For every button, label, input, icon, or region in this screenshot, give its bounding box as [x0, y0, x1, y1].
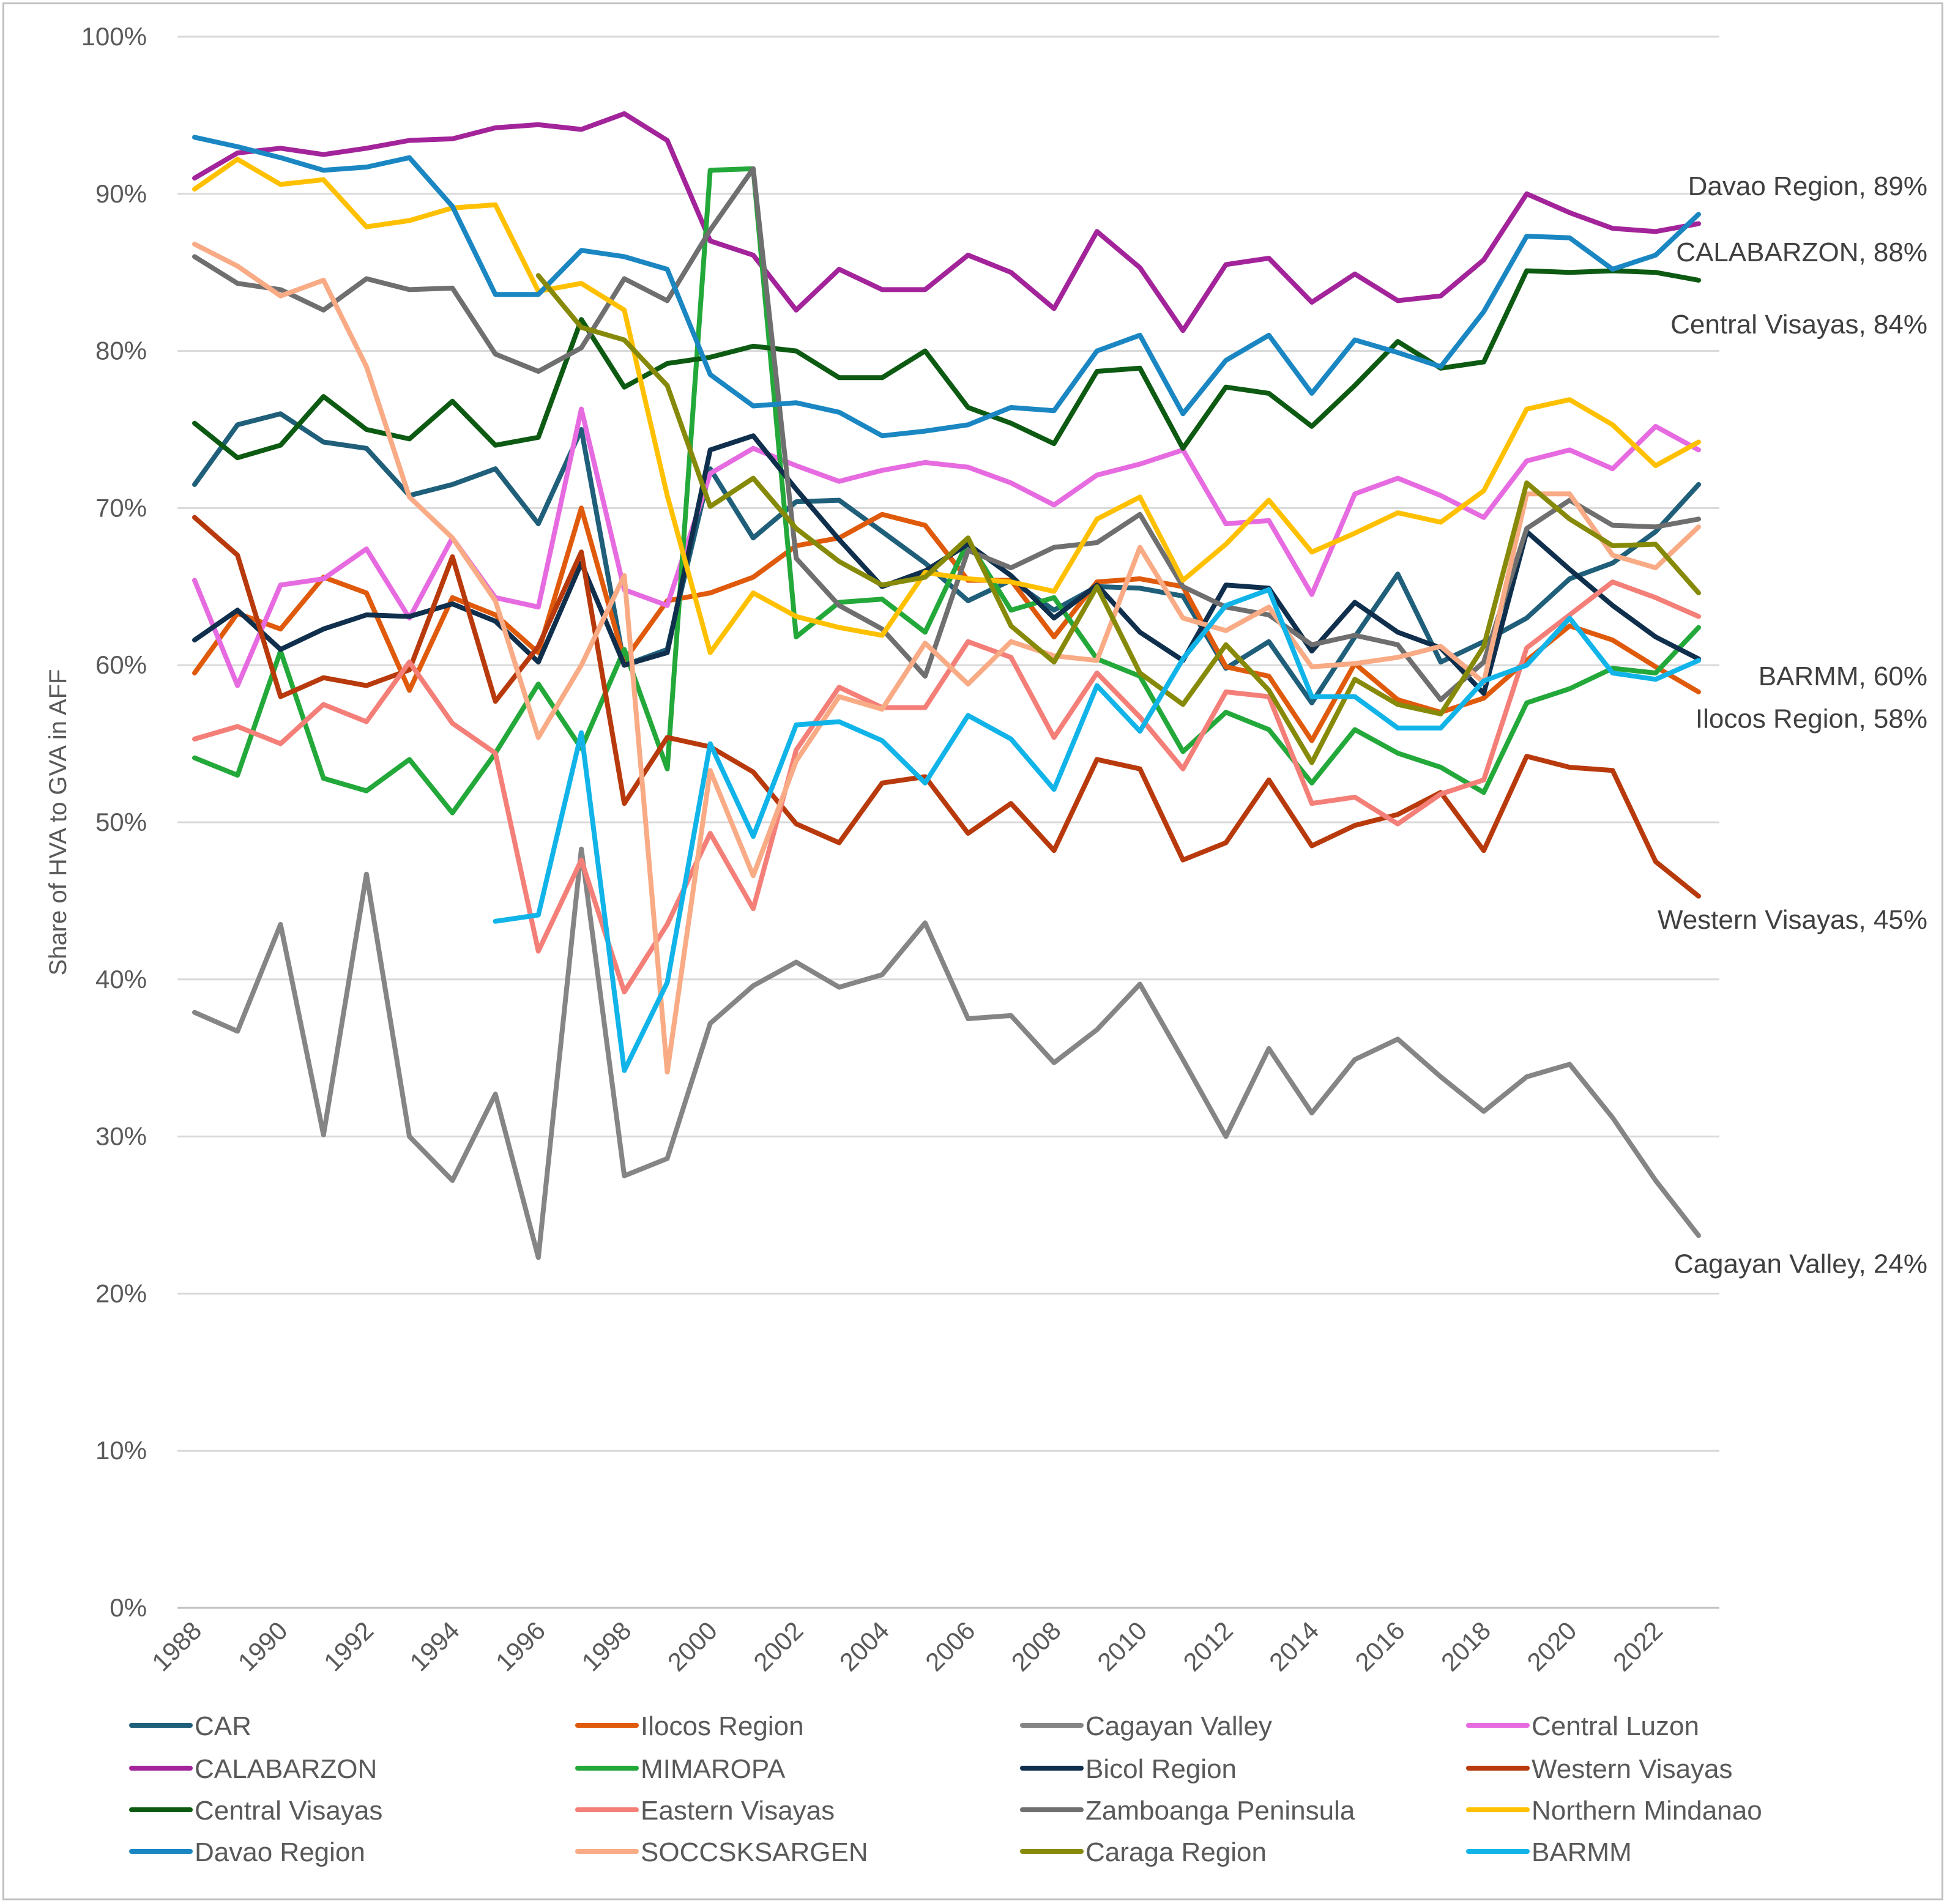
y-tick-label: 80% — [95, 337, 147, 365]
legend-item: Western Visayas — [1466, 1754, 1733, 1784]
legend-label: CAR — [195, 1711, 251, 1741]
legend-item: Ilocos Region — [575, 1711, 804, 1741]
x-tick-label: 2018 — [1435, 1616, 1496, 1676]
series-line-central-luzon — [192, 406, 1701, 688]
legend-item: SOCCSKSARGEN — [575, 1837, 868, 1867]
y-tick-label: 90% — [95, 179, 147, 208]
legend-label: Northern Mindanao — [1532, 1796, 1762, 1826]
legend-item: BARMM — [1466, 1837, 1632, 1867]
legend: CAR Ilocos Region Cagayan Valley Central Lu… — [129, 1711, 1762, 1867]
series-line-eastern-visayas — [192, 579, 1701, 995]
legend-item: CAR — [129, 1711, 251, 1741]
x-tick-label: 1994 — [404, 1616, 464, 1676]
legend-item: Northern Mindanao — [1466, 1796, 1762, 1826]
legend-label: Caraga Region — [1085, 1837, 1267, 1867]
legend-item: Zamboanga Peninsula — [1020, 1796, 1355, 1826]
x-tick-label: 1992 — [318, 1616, 379, 1676]
legend-item: Bicol Region — [1020, 1754, 1237, 1784]
y-tick-label: 100% — [81, 22, 147, 51]
end-label: Cagayan Valley, 24% — [1674, 1249, 1927, 1279]
legend-item: Cagayan Valley — [1020, 1711, 1272, 1741]
legend-label: Cagayan Valley — [1085, 1711, 1272, 1741]
legend-label: Central Luzon — [1532, 1711, 1699, 1741]
series-line-davao-region — [192, 135, 1701, 439]
legend-label: BARMM — [1532, 1837, 1632, 1867]
x-tick-label: 2010 — [1092, 1616, 1152, 1676]
x-tick-label: 1996 — [490, 1616, 551, 1676]
series-line-mimaropa — [192, 166, 1701, 816]
legend-item: CALABARZON — [129, 1754, 377, 1784]
y-tick-label: 20% — [95, 1279, 147, 1307]
legend-label: Davao Region — [195, 1837, 365, 1867]
legend-label: Ilocos Region — [641, 1711, 804, 1741]
series-line-barmm — [493, 587, 1701, 1073]
legend-item: Caraga Region — [1020, 1837, 1267, 1867]
x-tick-label: 2016 — [1349, 1616, 1410, 1676]
legend-label: Zamboanga Peninsula — [1085, 1796, 1355, 1826]
legend-label: Western Visayas — [1532, 1754, 1733, 1784]
series-line-calabarzon — [192, 111, 1701, 333]
legend-item: Davao Region — [129, 1837, 365, 1867]
y-tick-label: 30% — [95, 1122, 147, 1151]
legend-item: MIMAROPA — [575, 1754, 786, 1784]
series-line-cagayan-valley — [192, 846, 1701, 1260]
y-tick-label: 50% — [95, 808, 147, 836]
legend-item: Eastern Visayas — [575, 1796, 835, 1826]
y-tick-label: 60% — [95, 650, 147, 679]
legend-item: Central Visayas — [129, 1796, 382, 1826]
end-labels: Davao Region, 89% CALABARZON, 88% Central … — [1658, 171, 1927, 1279]
series-lines — [192, 111, 1701, 1260]
x-tick-label: 2020 — [1521, 1616, 1582, 1676]
series-line-central-visayas — [192, 268, 1701, 461]
x-tick-label: 2004 — [834, 1616, 895, 1676]
x-tick-label: 2022 — [1607, 1616, 1668, 1676]
legend-item: Central Luzon — [1466, 1711, 1699, 1741]
y-tick-label: 40% — [95, 965, 147, 994]
x-tick-label: 2012 — [1178, 1616, 1238, 1676]
end-label: Central Visayas, 84% — [1670, 310, 1927, 340]
legend-label: MIMAROPA — [641, 1754, 786, 1784]
end-label: Western Visayas, 45% — [1658, 905, 1927, 935]
y-axis-label: Share of HVA to GVA in AFF — [45, 669, 72, 976]
legend-label: Eastern Visayas — [641, 1796, 835, 1826]
legend-label: SOCCSKSARGEN — [641, 1837, 868, 1867]
legend-label: Bicol Region — [1085, 1754, 1237, 1784]
y-axis-tick-labels: 0% 10% 20% 30% 40% 50% 60% 70% 80% 90% 100% — [81, 22, 147, 1622]
series-line-western-visayas — [192, 515, 1701, 899]
series-line-ilocos-region — [192, 505, 1701, 743]
y-tick-label: 70% — [95, 493, 147, 522]
end-label: Ilocos Region, 58% — [1696, 704, 1927, 734]
x-tick-label: 2008 — [1006, 1616, 1067, 1676]
y-tick-label: 0% — [110, 1593, 147, 1622]
series-line-soccsksargen — [192, 242, 1701, 1075]
series-line-bicol-region — [192, 433, 1701, 696]
x-tick-label: 1988 — [146, 1616, 207, 1676]
x-tick-label: 2002 — [748, 1616, 808, 1676]
end-label: BARMM, 60% — [1759, 661, 1927, 691]
x-tick-label: 2014 — [1264, 1616, 1324, 1676]
series-line-zamboanga-peninsula — [192, 166, 1701, 702]
end-label: Davao Region, 89% — [1688, 171, 1927, 201]
series-line-caraga-region — [535, 273, 1701, 765]
y-tick-label: 10% — [95, 1436, 147, 1465]
legend-label: Central Visayas — [195, 1796, 382, 1826]
series-line-northern-mindanao — [192, 157, 1701, 655]
x-tick-label: 2000 — [662, 1616, 723, 1676]
end-label: CALABARZON, 88% — [1676, 237, 1927, 267]
x-axis-tick-labels: 1988 1990 1992 1994 1996 1998 2000 2002 2004 2006… — [146, 1616, 1668, 1676]
x-tick-label: 1990 — [233, 1616, 293, 1676]
x-tick-label: 1998 — [576, 1616, 636, 1676]
x-tick-label: 2006 — [920, 1616, 980, 1676]
legend-label: CALABARZON — [195, 1754, 377, 1784]
